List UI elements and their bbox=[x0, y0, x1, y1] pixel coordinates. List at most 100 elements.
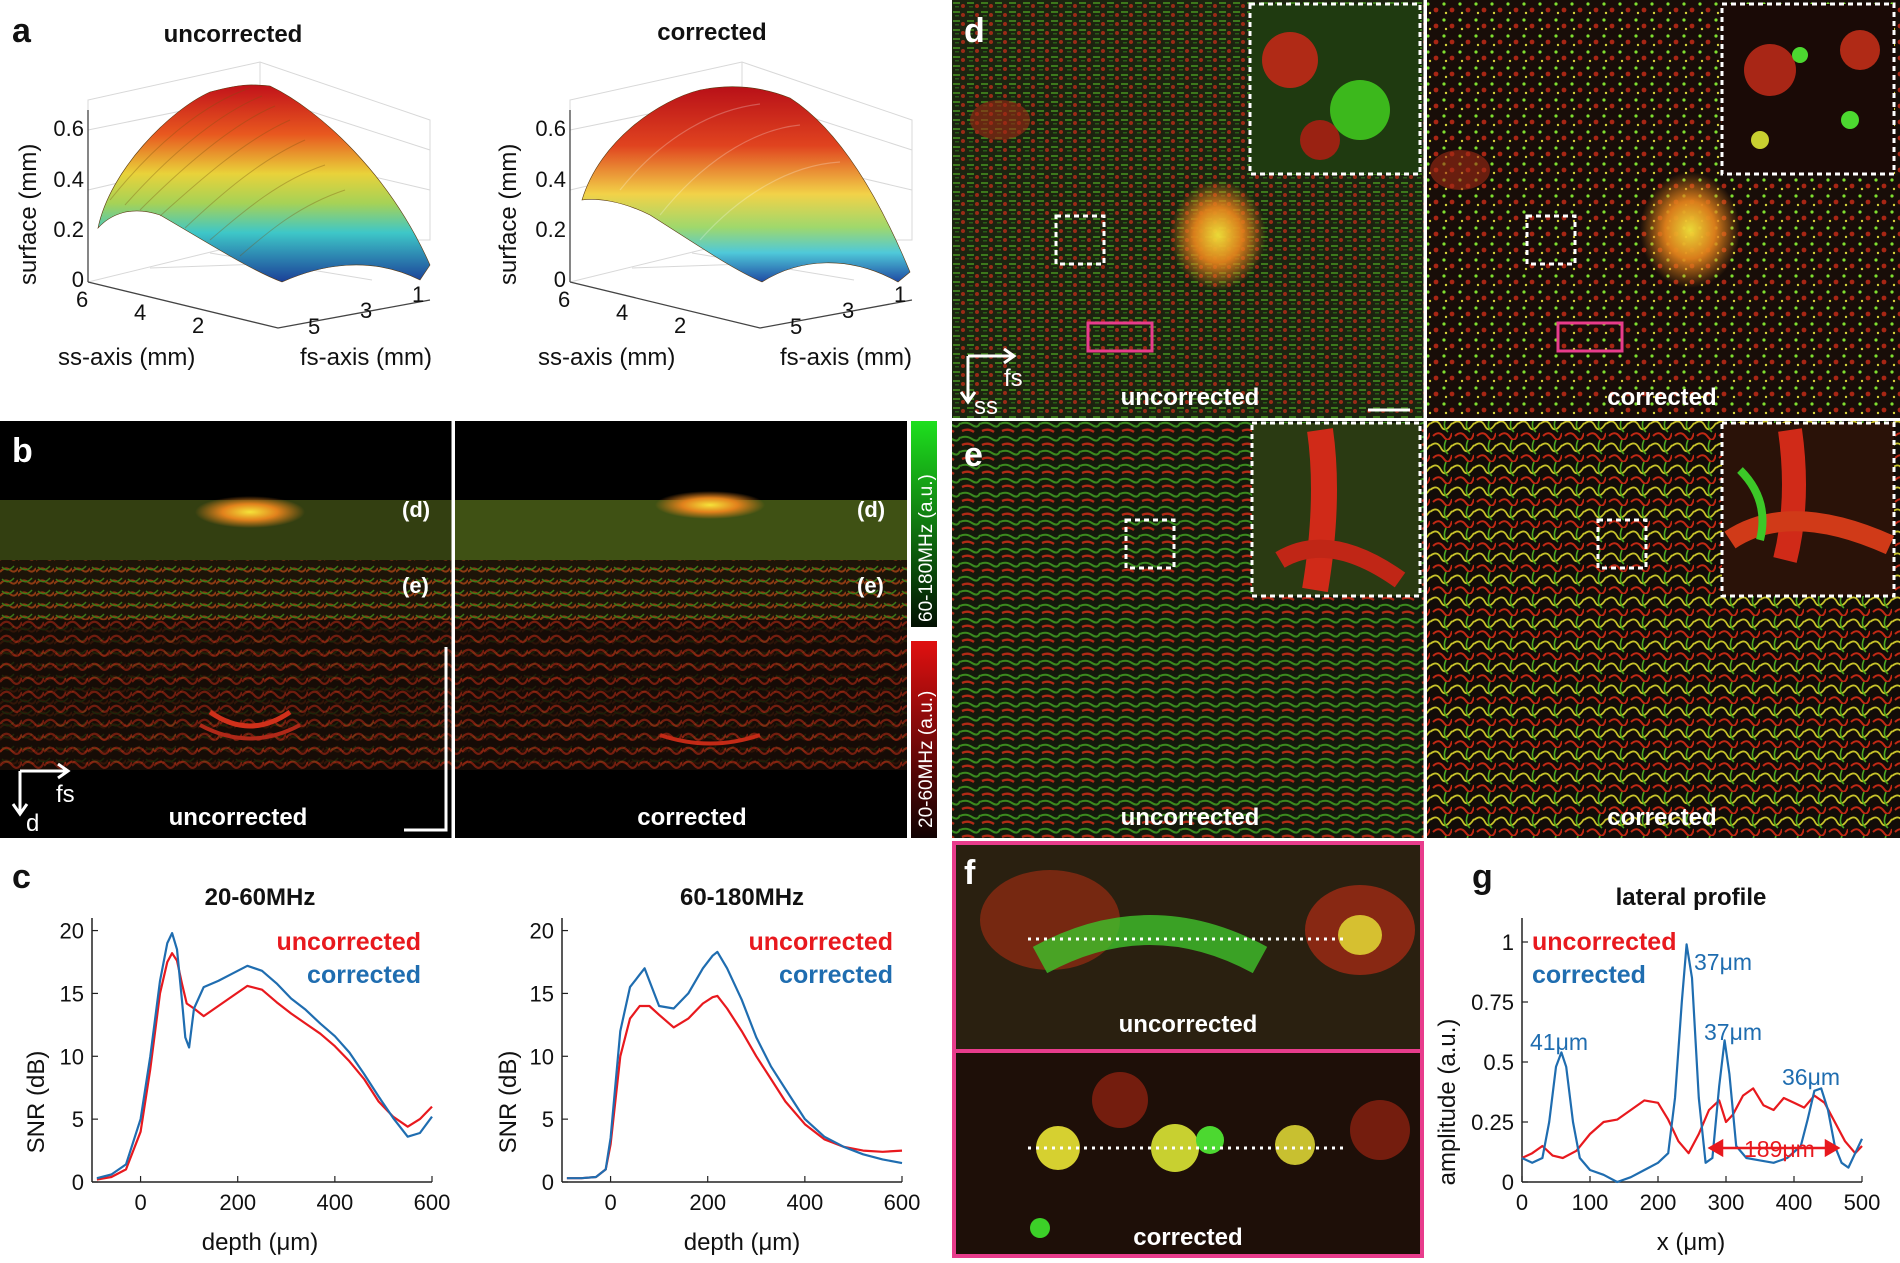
axis-d: d bbox=[26, 810, 39, 837]
colorbar-green bbox=[911, 421, 937, 627]
z-tick: 0.4 bbox=[53, 167, 84, 192]
axis-arrows-b bbox=[11, 762, 71, 817]
chart-title: lateral profile bbox=[1616, 884, 1767, 911]
f-label-corrected: corrected bbox=[1133, 1224, 1242, 1251]
b-label-uncorrected: uncorrected bbox=[169, 804, 308, 831]
y-axis-label: amplitude (a.u.) bbox=[1434, 1019, 1461, 1186]
surface-plot-corrected: corrected 0 0.2 0.4 0.6 surface (mm) 6 4… bbox=[495, 19, 913, 371]
panel-g-label: g bbox=[1472, 858, 1493, 896]
z-tick: 0.2 bbox=[535, 217, 566, 242]
panel-f: f uncorrected corrected bbox=[952, 841, 1424, 1258]
y-axis-label: SNR (dB) bbox=[495, 1051, 522, 1154]
surface-title-corrected: corrected bbox=[657, 19, 766, 46]
depth-marker-d: (d) bbox=[402, 497, 430, 522]
x-tick-label: 200 bbox=[219, 1190, 256, 1215]
z-axis-label: surface (mm) bbox=[15, 144, 42, 285]
z-tick: 0 bbox=[72, 267, 84, 292]
panel-e: e uncorrected corrected bbox=[952, 418, 1900, 838]
series-line-corrected bbox=[96, 931, 433, 1180]
fs-tick: 5 bbox=[790, 314, 802, 339]
annotation-37um: 37μm bbox=[1694, 949, 1752, 975]
panel-e-label: e bbox=[964, 436, 983, 474]
z-tick: 0.2 bbox=[53, 217, 84, 242]
colorbar-red-label: 20-60MHz (a.u.) bbox=[916, 691, 937, 828]
z-tick: 0.6 bbox=[535, 116, 566, 141]
ss-tick: 4 bbox=[616, 300, 628, 325]
ss-tick: 6 bbox=[76, 287, 88, 312]
f-label-uncorrected: uncorrected bbox=[1119, 1011, 1258, 1038]
axis-fs: fs bbox=[56, 781, 75, 808]
y-tick-label: 15 bbox=[60, 981, 84, 1006]
z-axis-label: surface (mm) bbox=[495, 144, 522, 285]
surface-title-uncorrected: uncorrected bbox=[164, 21, 303, 48]
series-line-corrected bbox=[1521, 943, 1863, 1184]
series-line-uncorrected bbox=[1521, 1087, 1863, 1160]
y-tick-label: 0 bbox=[72, 1170, 84, 1195]
panel-b: b (d) (e) (d) (e) uncorrected corrected … bbox=[0, 421, 937, 838]
legend-uncorrected: uncorrected bbox=[1532, 928, 1676, 956]
annotation-37um: 37μm bbox=[1704, 1019, 1762, 1045]
y-tick-label: 5 bbox=[72, 1107, 84, 1132]
legend-corrected: corrected bbox=[307, 961, 421, 989]
x-tick-label: 400 bbox=[786, 1190, 823, 1215]
fs-axis-label: fs-axis (mm) bbox=[780, 344, 912, 371]
x-tick-label: 0 bbox=[134, 1190, 146, 1215]
fs-tick: 1 bbox=[894, 282, 906, 307]
fs-tick: 5 bbox=[308, 314, 320, 339]
legend-uncorrected: uncorrected bbox=[277, 928, 421, 956]
legend-corrected: corrected bbox=[1532, 961, 1646, 989]
y-tick-label: 5 bbox=[542, 1107, 554, 1132]
y-tick-label: 20 bbox=[60, 919, 84, 944]
colorbar-red bbox=[911, 641, 937, 838]
y-tick-label: 20 bbox=[530, 919, 554, 944]
x-axis-label: x (μm) bbox=[1657, 1229, 1725, 1256]
fs-tick: 3 bbox=[360, 298, 372, 323]
depth-marker-d: (d) bbox=[857, 497, 885, 522]
panel-b-label: b bbox=[12, 432, 33, 470]
d-label-uncorrected: uncorrected bbox=[1121, 384, 1260, 411]
x-tick-label: 200 bbox=[1640, 1190, 1677, 1215]
chart-c-right: 60-180MHz 0 200 400 600 0 5 10 15 20 SNR (dB) de… bbox=[495, 884, 920, 1256]
y-tick-label: 1 bbox=[1502, 930, 1514, 955]
series-line-uncorrected bbox=[96, 952, 433, 1181]
e-label-uncorrected: uncorrected bbox=[1121, 804, 1260, 831]
series-line-corrected bbox=[566, 950, 903, 1180]
d-label-corrected: corrected bbox=[1607, 384, 1716, 411]
axis-fs: fs bbox=[1004, 365, 1023, 392]
chart-title: 60-180MHz bbox=[680, 884, 804, 911]
annotation-189um-arrow bbox=[1707, 1138, 1841, 1158]
ss-axis-label: ss-axis (mm) bbox=[538, 344, 675, 371]
ss-tick: 2 bbox=[674, 313, 686, 338]
x-tick-label: 500 bbox=[1844, 1190, 1881, 1215]
x-tick-label: 600 bbox=[884, 1190, 921, 1215]
panel-d: d fs ss uncorrected corrected bbox=[952, 0, 1900, 420]
x-tick-label: 0 bbox=[604, 1190, 616, 1215]
y-tick-label: 0.5 bbox=[1483, 1050, 1514, 1075]
surface-plot-uncorrected: uncorrected 0 0.2 0.4 0.6 surface (mm) bbox=[15, 21, 432, 371]
x-tick-label: 400 bbox=[316, 1190, 353, 1215]
colorbar-green-label: 60-180MHz (a.u.) bbox=[916, 474, 937, 622]
ss-tick: 4 bbox=[134, 300, 146, 325]
z-tick: 0.6 bbox=[53, 116, 84, 141]
x-tick-label: 0 bbox=[1516, 1190, 1528, 1215]
y-axis-label: SNR (dB) bbox=[23, 1051, 50, 1154]
chart-c-left: 20-60MHz 0 200 400 600 0 5 10 15 20 SNR (dB) dep… bbox=[23, 884, 450, 1256]
y-tick-label: 0 bbox=[542, 1170, 554, 1195]
panel-a-label: a bbox=[12, 12, 32, 50]
depth-marker-e: (e) bbox=[857, 573, 884, 598]
z-tick: 0 bbox=[554, 267, 566, 292]
legend-uncorrected: uncorrected bbox=[749, 928, 893, 956]
chart-g: lateral profile 0 100 200 300 400 500 0 0.25 0.5… bbox=[1434, 884, 1880, 1256]
x-tick-label: 200 bbox=[689, 1190, 726, 1215]
y-tick-label: 10 bbox=[530, 1044, 554, 1069]
annotation-189um: 189μm bbox=[1744, 1136, 1815, 1162]
b-label-corrected: corrected bbox=[637, 804, 746, 831]
fs-tick: 1 bbox=[412, 282, 424, 307]
chart-title: 20-60MHz bbox=[205, 884, 316, 911]
y-tick-label: 0.75 bbox=[1471, 990, 1514, 1015]
ss-tick: 2 bbox=[192, 313, 204, 338]
fs-axis-label: fs-axis (mm) bbox=[300, 344, 432, 371]
annotation-41um: 41μm bbox=[1530, 1029, 1588, 1055]
